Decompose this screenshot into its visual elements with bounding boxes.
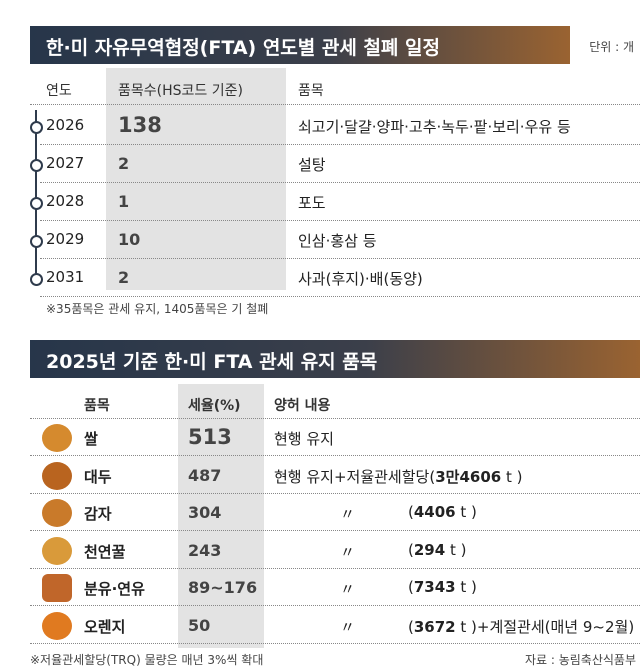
icon <box>42 499 72 527</box>
detail: (7343 t ) <box>408 578 477 596</box>
year: 2029 <box>46 230 85 248</box>
year: 2026 <box>46 116 85 134</box>
row-line <box>40 258 640 259</box>
detail-part: t ) <box>455 578 477 596</box>
year: 2027 <box>46 154 85 172</box>
items: 사과(후지)·배(동양) <box>298 270 423 288</box>
detail-part: t ) <box>501 467 523 486</box>
items: 쇠고기·달걀·양파·고추·녹두·팥·보리·우유 등 <box>298 118 571 136</box>
timeline-dot <box>30 121 43 134</box>
row-line <box>30 492 640 494</box>
detail-part: ( <box>408 540 414 559</box>
rate: 89~176 <box>188 578 258 597</box>
row-line <box>30 455 640 456</box>
year: 2028 <box>46 192 85 210</box>
detail: (294 t ) <box>408 541 466 559</box>
shade-column <box>106 68 286 290</box>
detail-part: 3만4606 <box>435 467 502 486</box>
column-header: 연도 <box>46 83 72 99</box>
column-header: 세율(%) <box>188 398 241 414</box>
item: 천연꿀 <box>84 542 126 561</box>
item-count: 2 <box>118 154 130 173</box>
detail: (4406 t ) <box>408 503 477 521</box>
icon <box>42 536 72 565</box>
detail: 현행 유지+저율관세할당(3만4606 t ) <box>274 466 522 487</box>
row-line <box>30 530 640 531</box>
row-line <box>30 642 640 644</box>
item: 감자 <box>84 505 112 523</box>
rate: 50 <box>188 615 211 635</box>
row-line <box>30 605 640 606</box>
timeline-dot <box>30 197 43 210</box>
detail-part: 4406 <box>413 503 456 521</box>
ditto: 〃 <box>340 542 356 561</box>
timeline-dot <box>30 159 43 172</box>
icon <box>42 424 72 452</box>
timeline <box>35 110 37 282</box>
header-bar: 한·미 자유무역협정(FTA) 연도별 관세 철폐 일정 <box>30 26 570 64</box>
note: ※35품목은 관세 유지, 1405품목은 기 철폐 <box>46 302 269 316</box>
row-line <box>30 104 640 105</box>
item-count: 138 <box>118 113 162 137</box>
unit: 단위 : 개 <box>589 40 634 54</box>
item: 쌀 <box>84 430 98 448</box>
items: 인삼·홍삼 등 <box>298 232 377 250</box>
ditto: 〃 <box>340 617 356 636</box>
column-header: 품목수(HS코드 기준) <box>118 83 243 99</box>
source: 자료 : 농림축산식품부 <box>524 653 636 667</box>
ditto: 〃 <box>340 580 356 598</box>
detail-part: ( <box>408 617 414 636</box>
section-title: 2025년 기준 한·미 FTA 관세 유지 품목 <box>46 351 378 373</box>
rate: 304 <box>188 503 222 522</box>
detail: 현행 유지 <box>274 428 334 449</box>
section-bar: 2025년 기준 한·미 FTA 관세 유지 품목 <box>30 340 640 378</box>
detail-part: ( <box>408 503 414 521</box>
rate: 513 <box>188 425 232 449</box>
column-header: 품목 <box>298 83 324 99</box>
icon <box>42 611 72 640</box>
row-line <box>40 182 640 183</box>
row-line <box>40 296 640 297</box>
row-line <box>30 418 640 419</box>
shade-column <box>178 384 264 648</box>
column-header: 품목 <box>84 398 110 414</box>
detail-part: t ) <box>445 540 467 559</box>
item-count: 1 <box>118 192 130 211</box>
row-line <box>40 220 640 221</box>
item-count: 10 <box>118 230 141 249</box>
items: 포도 <box>298 194 326 212</box>
detail-part: t )+계절관세(매년 9~2월) <box>455 617 635 636</box>
year: 2031 <box>46 268 85 286</box>
detail-part: ( <box>408 578 414 596</box>
timeline-dot <box>30 235 43 248</box>
item: 분유·연유 <box>84 580 145 598</box>
detail-part: 현행 유지+저율관세할당( <box>274 467 436 486</box>
title: 한·미 자유무역협정(FTA) 연도별 관세 철폐 일정 <box>46 37 440 59</box>
item: 오렌지 <box>84 617 126 636</box>
icon <box>42 461 72 490</box>
detail-part: 294 <box>413 540 446 559</box>
rate: 243 <box>188 540 222 560</box>
detail: (3672 t )+계절관세(매년 9~2월) <box>408 616 634 637</box>
footer-note: ※저율관세할당(TRQ) 물량은 매년 3%씩 확대 <box>30 653 264 667</box>
rate: 487 <box>188 465 222 485</box>
column-header: 양허 내용 <box>274 398 331 414</box>
ditto: 〃 <box>340 505 356 523</box>
row-line <box>40 144 640 145</box>
detail-part: 3672 <box>413 617 456 636</box>
icon <box>42 574 72 602</box>
item: 대두 <box>84 467 112 486</box>
detail-part: 7343 <box>413 578 456 596</box>
items: 설탕 <box>298 156 326 174</box>
item-count: 2 <box>118 268 130 287</box>
detail-part: 현행 유지 <box>274 430 334 448</box>
detail-part: t ) <box>455 503 477 521</box>
row-line <box>30 567 640 569</box>
timeline-dot <box>30 273 43 286</box>
